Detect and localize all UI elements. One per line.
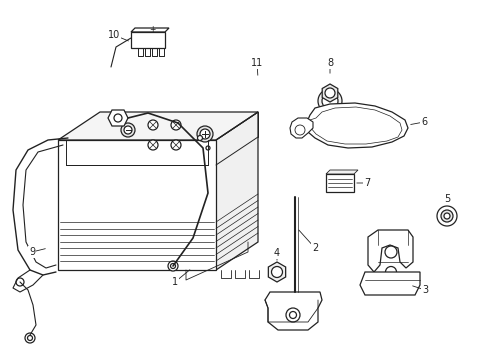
Circle shape <box>205 146 209 150</box>
Circle shape <box>197 126 213 142</box>
Polygon shape <box>322 84 337 102</box>
Text: 2: 2 <box>311 243 318 253</box>
Circle shape <box>285 308 299 322</box>
Circle shape <box>168 261 178 271</box>
Polygon shape <box>108 110 128 126</box>
Text: 8: 8 <box>326 58 332 68</box>
Text: 10: 10 <box>108 30 120 40</box>
Text: +: + <box>148 26 155 35</box>
Polygon shape <box>131 28 169 32</box>
Circle shape <box>289 311 296 319</box>
Circle shape <box>171 120 181 130</box>
Polygon shape <box>325 170 357 174</box>
Circle shape <box>436 206 456 226</box>
Polygon shape <box>58 140 216 270</box>
Circle shape <box>25 333 35 343</box>
Text: 5: 5 <box>443 194 449 204</box>
Circle shape <box>321 93 337 109</box>
Polygon shape <box>131 32 164 48</box>
Circle shape <box>114 114 122 122</box>
Text: 4: 4 <box>273 248 280 258</box>
Circle shape <box>325 88 334 98</box>
Circle shape <box>384 246 396 258</box>
Circle shape <box>440 210 452 222</box>
Text: 3: 3 <box>421 285 427 295</box>
Polygon shape <box>305 103 407 148</box>
Circle shape <box>27 336 32 341</box>
Polygon shape <box>325 174 353 192</box>
Circle shape <box>317 89 341 113</box>
Polygon shape <box>216 112 258 270</box>
Polygon shape <box>359 272 419 295</box>
Polygon shape <box>58 112 258 140</box>
Text: 6: 6 <box>420 117 426 127</box>
Circle shape <box>271 266 282 278</box>
Circle shape <box>294 125 305 135</box>
Text: 1: 1 <box>172 277 178 287</box>
Text: 7: 7 <box>363 178 369 188</box>
Text: 11: 11 <box>250 58 263 68</box>
Circle shape <box>16 278 24 286</box>
Circle shape <box>124 126 132 134</box>
Polygon shape <box>268 262 285 282</box>
Circle shape <box>121 123 135 137</box>
Circle shape <box>200 129 209 139</box>
Polygon shape <box>264 292 321 330</box>
Circle shape <box>443 213 449 219</box>
Polygon shape <box>309 107 401 144</box>
Circle shape <box>170 264 175 269</box>
Circle shape <box>148 120 158 130</box>
Circle shape <box>385 266 396 278</box>
Text: 9: 9 <box>29 247 35 257</box>
Circle shape <box>197 135 202 140</box>
Polygon shape <box>367 230 412 272</box>
Circle shape <box>148 140 158 150</box>
Circle shape <box>171 140 181 150</box>
Polygon shape <box>289 118 312 138</box>
